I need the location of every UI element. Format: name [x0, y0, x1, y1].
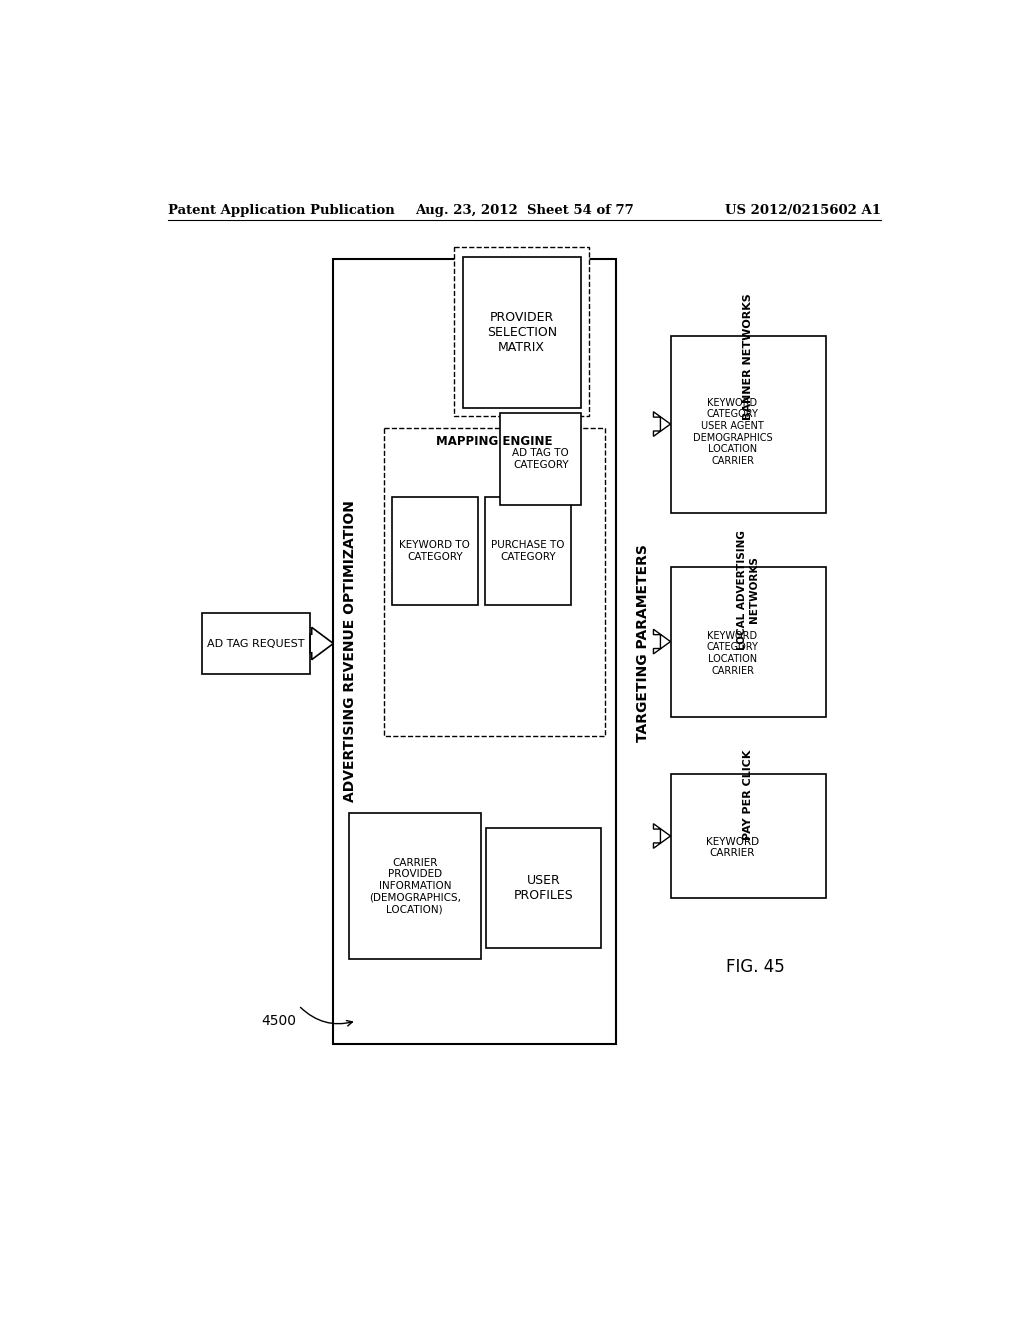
Text: KEYWORD
CARRIER: KEYWORD CARRIER: [706, 837, 759, 858]
Text: Patent Application Publication: Patent Application Publication: [168, 205, 395, 218]
Polygon shape: [653, 630, 671, 653]
Text: KEYWORD
CATEGORY
LOCATION
CARRIER: KEYWORD CATEGORY LOCATION CARRIER: [707, 631, 759, 676]
Text: KEYWORD
CATEGORY
USER AGENT
DEMOGRAPHICS
LOCATION
CARRIER: KEYWORD CATEGORY USER AGENT DEMOGRAPHICS…: [692, 397, 772, 466]
Text: TARGETING PARAMETERS: TARGETING PARAMETERS: [636, 545, 650, 742]
FancyBboxPatch shape: [486, 829, 601, 948]
Text: US 2012/0215602 A1: US 2012/0215602 A1: [725, 205, 882, 218]
FancyBboxPatch shape: [384, 428, 604, 737]
FancyBboxPatch shape: [334, 259, 616, 1044]
Text: PROVIDER
SELECTION
MATRIX: PROVIDER SELECTION MATRIX: [486, 312, 557, 354]
Polygon shape: [310, 627, 334, 660]
Text: PURCHASE TO
CATEGORY: PURCHASE TO CATEGORY: [492, 540, 564, 562]
FancyBboxPatch shape: [484, 498, 571, 605]
Text: FIG. 45: FIG. 45: [726, 958, 785, 975]
Text: AD TAG TO
CATEGORY: AD TAG TO CATEGORY: [512, 447, 569, 470]
Text: BANNER NETWORKS: BANNER NETWORKS: [743, 293, 753, 421]
Text: CARRIER
PROVIDED
INFORMATION
(DEMOGRAPHICS,
LOCATION): CARRIER PROVIDED INFORMATION (DEMOGRAPHI…: [369, 858, 461, 915]
Text: MAPPING ENGINE: MAPPING ENGINE: [436, 436, 552, 449]
Text: USER
PROFILES: USER PROFILES: [513, 874, 573, 902]
FancyBboxPatch shape: [202, 612, 310, 675]
Text: LOCAL ADVERTISING
NETWORKS: LOCAL ADVERTISING NETWORKS: [737, 529, 759, 649]
FancyBboxPatch shape: [454, 247, 589, 416]
Text: KEYWORD TO
CATEGORY: KEYWORD TO CATEGORY: [399, 540, 470, 562]
Text: PAY PER CLICK: PAY PER CLICK: [743, 750, 753, 840]
FancyBboxPatch shape: [349, 813, 480, 960]
Text: 4500: 4500: [261, 1014, 297, 1028]
FancyBboxPatch shape: [671, 775, 825, 898]
Polygon shape: [653, 412, 671, 437]
Text: AD TAG REQUEST: AD TAG REQUEST: [207, 639, 304, 648]
Polygon shape: [653, 824, 671, 849]
FancyBboxPatch shape: [671, 566, 825, 717]
Text: Aug. 23, 2012  Sheet 54 of 77: Aug. 23, 2012 Sheet 54 of 77: [416, 205, 634, 218]
FancyBboxPatch shape: [500, 412, 582, 506]
Text: ADVERTISING REVENUE OPTIMIZATION: ADVERTISING REVENUE OPTIMIZATION: [343, 500, 357, 803]
FancyBboxPatch shape: [671, 335, 825, 512]
FancyBboxPatch shape: [463, 257, 581, 408]
FancyBboxPatch shape: [391, 498, 478, 605]
